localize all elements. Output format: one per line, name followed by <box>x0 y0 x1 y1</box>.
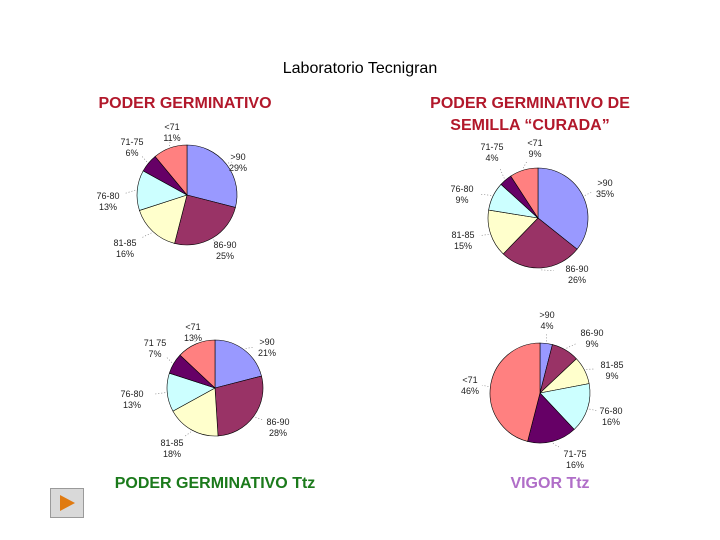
chart-4-label-1: 86-90 9% <box>580 328 603 349</box>
page-title: Laboratorio Tecnigran <box>282 60 438 77</box>
chart-4-leader-5 <box>481 384 489 387</box>
chart-4-slice-4 <box>527 392 575 444</box>
chart-3-label-2: 81-85 18% <box>160 438 183 459</box>
chart-1-label-1: 86-90 25% <box>213 240 236 261</box>
chart-2-slice-0 <box>537 167 589 250</box>
chart-3-slice-2 <box>172 387 219 437</box>
chart-4-leader-3 <box>589 408 598 412</box>
chart-1-label-4: 71-75 6% <box>120 137 143 158</box>
chart-1-leader-1 <box>213 239 218 243</box>
chart-3-leader-2 <box>184 431 192 438</box>
chart-3-slice-0 <box>214 339 262 389</box>
chart-2-leader-0 <box>584 191 593 196</box>
chart-2-leader-5 <box>522 160 528 169</box>
chart-4-slice-3 <box>539 383 591 430</box>
chart-1-leader-5 <box>169 140 171 147</box>
chart-2-leader-2 <box>479 234 489 236</box>
chart-3-label-0: >90 21% <box>258 337 276 358</box>
play-triangle-icon <box>60 495 75 511</box>
chart-2-label-0: >90 35% <box>596 178 614 199</box>
chart-1-leader-0 <box>227 161 232 164</box>
chart-3-leader-4 <box>165 356 173 363</box>
chart-2-leader-4 <box>499 168 505 179</box>
chart-4-label-4: 71-75 16% <box>563 449 586 470</box>
chart-4-title: VIGOR Ttz <box>510 475 590 492</box>
chart-1-slice-2 <box>139 194 188 244</box>
chart-1-slice-1 <box>174 194 236 246</box>
chart-4-label-3: 76-80 16% <box>599 406 622 427</box>
chart-4-label-2: 81-85 9% <box>600 360 623 381</box>
chart-2-label-1: 86-90 26% <box>565 264 588 285</box>
chart-3-label-1: 86-90 28% <box>266 417 289 438</box>
chart-1-slice-5 <box>154 144 188 196</box>
chart-2-title: PODER GERMINATIVO DE SEMILLA “CURADA” <box>430 95 630 134</box>
chart-2-slice-5 <box>510 167 539 220</box>
chart-3-slice-1 <box>214 375 264 437</box>
chart-2-label-4: 71-75 4% <box>480 142 503 163</box>
chart-4-label-5: <71 46% <box>461 375 479 396</box>
chart-1-label-3: 76-80 13% <box>96 191 119 212</box>
chart-3-label-5: <71 13% <box>184 322 202 343</box>
chart-2-slice-2 <box>487 209 539 255</box>
chart-2-label-5: <71 9% <box>527 138 542 159</box>
chart-2-leader-3 <box>480 193 492 196</box>
chart-1-slice-0 <box>186 144 238 208</box>
chart-4-leader-4 <box>552 443 561 449</box>
chart-2-label-2: 81-85 15% <box>451 230 474 251</box>
next-slide-button[interactable] <box>50 488 84 518</box>
chart-1-title: PODER GERMINATIVO <box>98 95 272 112</box>
chart-3-title: PODER GERMINATIVO Ttz <box>114 475 316 492</box>
chart-2-label-3: 76-80 9% <box>450 184 473 205</box>
chart-2-slice-1 <box>502 217 578 269</box>
chart-3-label-4: 71 75 7% <box>144 338 167 359</box>
chart-1-leader-3 <box>125 189 136 194</box>
chart-4-label-0: >90 4% <box>539 310 554 331</box>
chart-3-slice-5 <box>179 339 216 389</box>
chart-1-label-0: >90 29% <box>229 152 247 173</box>
chart-2-leader-1 <box>541 269 554 271</box>
chart-3-leader-5 <box>194 337 196 343</box>
chart-1-leader-4 <box>141 155 148 163</box>
chart-3-leader-0 <box>245 346 254 349</box>
chart-3-leader-3 <box>153 392 166 395</box>
chart-1-leader-2 <box>142 232 152 238</box>
chart-3-label-3: 76-80 13% <box>120 389 143 410</box>
chart-4-leader-1 <box>566 343 576 349</box>
chart-1-label-5: <71 11% <box>163 122 180 143</box>
chart-3-leader-1 <box>255 417 264 421</box>
chart-1-label-2: 81-85 16% <box>113 238 136 259</box>
chart-4-slice-5 <box>489 342 541 442</box>
